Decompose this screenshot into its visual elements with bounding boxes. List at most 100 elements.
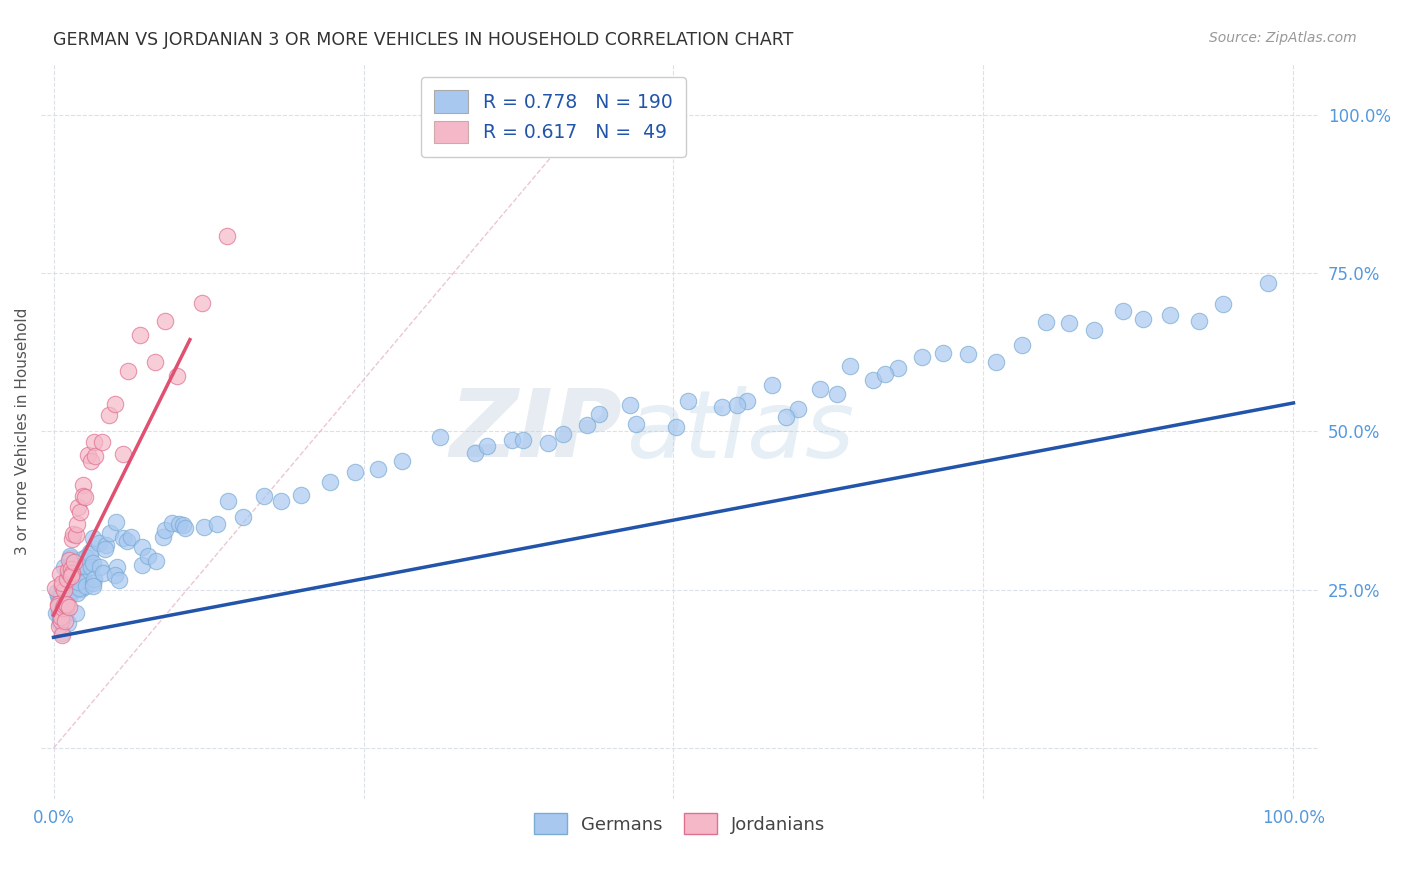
Point: [104, 397, 127, 411]
Point: [111, 531, 134, 545]
Point: [174, 521, 197, 535]
Point: [191, 295, 214, 310]
Point: [52, 608, 75, 623]
Point: [62, 574, 84, 589]
Point: [60, 566, 83, 581]
Point: [82, 556, 104, 570]
Point: [51, 596, 73, 610]
Text: Source: ZipAtlas.com: Source: ZipAtlas.com: [1209, 31, 1357, 45]
Point: [464, 446, 486, 460]
Point: [1035, 315, 1057, 329]
Point: [887, 360, 910, 375]
Point: [52, 559, 75, 574]
Point: [69, 582, 91, 597]
Point: [53, 581, 76, 595]
Point: [44, 581, 66, 595]
Point: [49, 614, 72, 628]
Point: [152, 530, 174, 544]
Legend: Germans, Jordanians: Germans, Jordanians: [523, 803, 837, 845]
Point: [193, 520, 215, 534]
Point: [619, 398, 641, 412]
Point: [53, 582, 76, 597]
Point: [53, 614, 76, 628]
Point: [270, 494, 292, 508]
Point: [588, 407, 610, 421]
Point: [318, 475, 340, 489]
Point: [65, 527, 87, 541]
Point: [53, 599, 76, 613]
Point: [553, 426, 575, 441]
Point: [166, 368, 188, 383]
Point: [48, 616, 70, 631]
Point: [80, 454, 103, 468]
Point: [367, 462, 389, 476]
Point: [60, 533, 83, 547]
Point: [48, 614, 70, 628]
Point: [59, 549, 82, 563]
Point: [63, 570, 86, 584]
Point: [79, 545, 101, 559]
Point: [83, 434, 105, 449]
Point: [160, 516, 183, 530]
Point: [205, 516, 228, 531]
Point: [911, 350, 934, 364]
Point: [51, 628, 73, 642]
Point: [1257, 276, 1279, 290]
Point: [343, 465, 366, 479]
Point: [65, 606, 87, 620]
Text: GERMAN VS JORDANIAN 3 OR MORE VEHICLES IN HOUSEHOLD CORRELATION CHART: GERMAN VS JORDANIAN 3 OR MORE VEHICLES I…: [53, 31, 794, 49]
Point: [932, 346, 955, 360]
Point: [103, 568, 125, 582]
Point: [512, 434, 534, 448]
Point: [69, 505, 91, 519]
Point: [735, 394, 758, 409]
Point: [91, 435, 114, 450]
Point: [46, 597, 69, 611]
Point: [217, 493, 239, 508]
Point: [107, 573, 129, 587]
Point: [63, 578, 86, 592]
Point: [63, 563, 86, 577]
Y-axis label: 3 or more Vehicles in Household: 3 or more Vehicles in Household: [15, 308, 30, 555]
Point: [665, 420, 688, 434]
Point: [676, 394, 699, 409]
Point: [58, 566, 80, 581]
Point: [787, 401, 810, 416]
Point: [89, 536, 111, 550]
Point: [72, 489, 94, 503]
Point: [986, 355, 1008, 369]
Point: [49, 567, 72, 582]
Point: [55, 605, 77, 619]
Point: [129, 328, 152, 343]
Point: [1159, 308, 1181, 322]
Point: [391, 454, 413, 468]
Point: [67, 581, 90, 595]
Point: [52, 582, 75, 597]
Point: [153, 314, 176, 328]
Point: [117, 364, 139, 378]
Point: [1132, 311, 1154, 326]
Point: [60, 576, 83, 591]
Point: [75, 490, 97, 504]
Point: [253, 489, 276, 503]
Point: [111, 447, 134, 461]
Point: [56, 572, 79, 586]
Point: [58, 563, 80, 577]
Point: [838, 359, 860, 374]
Point: [873, 367, 896, 381]
Point: [145, 554, 167, 568]
Point: [89, 560, 111, 574]
Point: [59, 558, 82, 573]
Point: [62, 555, 84, 569]
Point: [55, 576, 77, 591]
Point: [66, 516, 89, 531]
Point: [58, 553, 80, 567]
Point: [67, 500, 90, 515]
Point: [215, 229, 238, 244]
Point: [711, 400, 734, 414]
Point: [59, 588, 82, 602]
Point: [169, 516, 191, 531]
Point: [59, 562, 82, 576]
Point: [55, 592, 77, 607]
Point: [120, 531, 142, 545]
